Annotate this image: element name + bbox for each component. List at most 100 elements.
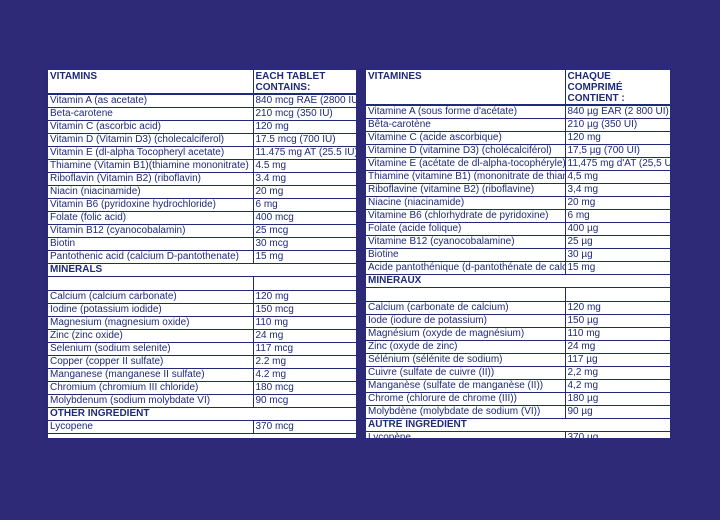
column-header-amount: CHAQUE COMPRIMÉ CONTIENT : [565, 70, 670, 106]
nutrient-name: Vitamine C (acide ascorbique) [366, 131, 566, 145]
nutrient-amount: 400 µg [565, 222, 670, 236]
column-header-nutrient: VITAMINES [366, 70, 566, 106]
table-row: Biotine 30 µg [366, 248, 670, 262]
nutrient-amount: 370 µg [565, 431, 670, 438]
nutrient-name: Chromium (chromium III chloride) [48, 381, 254, 395]
table-row: Lycopène 370 µg [366, 431, 670, 438]
table-row: Folate (acide folique) 400 µg [366, 222, 670, 236]
table-row: Chrome (chlorure de chrome (III)) 180 µg [366, 392, 670, 406]
nutrient-amount: 370 mcg [253, 420, 356, 434]
nutrient-amount: 4,2 mg [565, 379, 670, 393]
nutrient-amount: 3,4 mg [565, 183, 670, 197]
spacer-cell [565, 287, 670, 302]
nutrient-amount: 180 mcg [253, 381, 356, 395]
nutrient-amount: 6 mg [253, 198, 356, 212]
nutrient-amount: 117 µg [565, 353, 670, 367]
table-row: Manganèse (sulfate de manganèse (II)) 4,2… [366, 379, 670, 393]
nutrient-name: Molybdène (molybdate de sodium (VI)) [366, 405, 566, 419]
nutrient-name: Acide pantothénique (d-pantothénate de c… [366, 261, 566, 275]
nutrient-name: Pantothenic acid (calcium D-pantothenate… [48, 250, 254, 264]
table-row: Vitamine C (acide ascorbique) 120 mg [366, 131, 670, 145]
table-row: Vitamin C (ascorbic acid) 120 mg [48, 120, 356, 134]
nutrient-amount: 110 mg [253, 316, 356, 330]
table-row: Molybdène (molybdate de sodium (VI)) 90 µ… [366, 405, 670, 419]
table-row: Chromium (chromium III chloride) 180 mcg [48, 381, 356, 395]
table-row: Vitamine B6 (chlorhydrate de pyridoxine)… [366, 209, 670, 223]
nutrient-amount: 840 µg EAR (2 800 UI) [565, 105, 670, 119]
nutrient-amount: 30 mcg [253, 237, 356, 251]
nutrient-amount: 150 mcg [253, 303, 356, 317]
nutrient-name: Sélénium (sélénite de sodium) [366, 353, 566, 367]
nutrient-name: Vitamine E (acétate de dl-alpha-tocophér… [366, 157, 566, 171]
spacer-cell [253, 276, 356, 291]
table-row: Iode (iodure de potassium) 150 µg [366, 314, 670, 328]
section-heading-row: AUTRE INGRÉDIENT [366, 418, 670, 432]
nutrient-amount: 4.2 mg [253, 368, 356, 382]
table-row: Bêta-carotène 210 µg (350 UI) [366, 118, 670, 132]
nutrient-name: Vitamin A (as acetate) [48, 94, 254, 108]
section-heading: MINERALS [48, 263, 356, 277]
table-row: Vitamine B12 (cyanocobalamine) 25 µg [366, 235, 670, 249]
table-row: Magnésium (oxyde de magnésium) 110 mg [366, 327, 670, 341]
column-header-amount: EACH TABLET CONTAINS: [253, 70, 356, 95]
spacer-row [48, 276, 356, 291]
english-nutrient-panel: VITAMINS EACH TABLET CONTAINS: Vitamin A (… [46, 68, 358, 440]
nutrient-name: Iode (iodure de potassium) [366, 314, 566, 328]
nutrient-name: Chrome (chlorure de chrome (III)) [366, 392, 566, 406]
nutrient-name: Calcium (calcium carbonate) [48, 290, 254, 304]
spacer-cell [48, 276, 254, 291]
nutrient-amount: 11.475 mg AT (25.5 IU) [253, 146, 356, 160]
table-row: Thiamine (Vitamin B1)(thiamine mononitra… [48, 159, 356, 173]
nutrient-name: Calcium (carbonate de calcium) [366, 301, 566, 315]
nutrient-amount: 30 µg [565, 248, 670, 262]
table-row: Vitamin B6 (pyridoxine hydrochloride) 6 m… [48, 198, 356, 212]
nutrient-amount: 117 mcg [253, 342, 356, 356]
table-row: Cuivre (sulfate de cuivre (II)) 2,2 mg [366, 366, 670, 380]
nutrient-name: Vitamin C (ascorbic acid) [48, 120, 254, 134]
nutrient-name: Vitamine B12 (cyanocobalamine) [366, 235, 566, 249]
nutrient-name: Thiamine (Vitamin B1)(thiamine mononitra… [48, 159, 254, 173]
nutrient-name: Bêta-carotène [366, 118, 566, 132]
nutrient-amount: 4.5 mg [253, 159, 356, 173]
nutrient-amount: 24 mg [565, 340, 670, 354]
nutrient-amount: 24 mg [253, 329, 356, 343]
section-heading: OTHER INGREDIENT [48, 407, 356, 421]
nutrient-name: Biotine [366, 248, 566, 262]
spacer-cell [366, 287, 566, 302]
nutrient-amount: 20 mg [253, 185, 356, 199]
table-row: Iodine (potassium iodide) 150 mcg [48, 303, 356, 317]
nutrient-name: Vitamin B12 (cyanocobalamin) [48, 224, 254, 238]
nutrient-amount: 90 mcg [253, 394, 356, 408]
nutrient-name: Manganèse (sulfate de manganèse (II)) [366, 379, 566, 393]
table-row: Selenium (sodium selenite) 117 mcg [48, 342, 356, 356]
table-row: Copper (copper II sulfate) 2.2 mg [48, 355, 356, 369]
table-row: Molybdenum (sodium molybdate VI) 90 mcg [48, 394, 356, 408]
nutrient-amount: 17,5 µg (700 UI) [565, 144, 670, 158]
nutrient-name: Copper (copper II sulfate) [48, 355, 254, 369]
nutrient-name: Vitamin E (dl-alpha Tocopheryl acetate) [48, 146, 254, 160]
nutrient-name: Selenium (sodium selenite) [48, 342, 254, 356]
nutrient-name: Vitamin D (Vitamin D3) (cholecalciferol) [48, 133, 254, 147]
table-row: Calcium (calcium carbonate) 120 mg [48, 290, 356, 304]
nutrient-amount: 11,475 mg d'AT (25,5 UI) [565, 157, 670, 171]
nutrient-amount: 90 µg [565, 405, 670, 419]
nutrient-amount: 20 mg [565, 196, 670, 210]
table-row: Acide pantothénique (d-pantothénate de c… [366, 261, 670, 275]
nutrient-name: Lycopene [48, 420, 254, 434]
nutrient-amount: 110 mg [565, 327, 670, 341]
nutrient-name: Vitamine D (vitamine D3) (cholécalciféro… [366, 144, 566, 158]
nutrient-amount: 150 µg [565, 314, 670, 328]
nutrient-amount: 120 mg [253, 290, 356, 304]
nutrient-name: Folate (folic acid) [48, 211, 254, 225]
table-row: Lycopene 370 mcg [48, 420, 356, 434]
column-header-nutrient: VITAMINS [48, 70, 254, 95]
table-row: Riboflavin (Vitamin B2) (riboflavin) 3.4 … [48, 172, 356, 186]
section-heading: AUTRE INGRÉDIENT [366, 418, 670, 432]
table-row: Biotin 30 mcg [48, 237, 356, 251]
nutrient-name: Manganese (manganese II sulfate) [48, 368, 254, 382]
nutrient-name: Magnésium (oxyde de magnésium) [366, 327, 566, 341]
french-nutrient-panel: VITAMINES CHAQUE COMPRIMÉ CONTIENT : Vitam… [364, 68, 672, 440]
nutrient-name: Riboflavin (Vitamin B2) (riboflavin) [48, 172, 254, 186]
table-row: Vitamin B12 (cyanocobalamin) 25 mcg [48, 224, 356, 238]
table-row: Sélénium (sélénite de sodium) 117 µg [366, 353, 670, 367]
